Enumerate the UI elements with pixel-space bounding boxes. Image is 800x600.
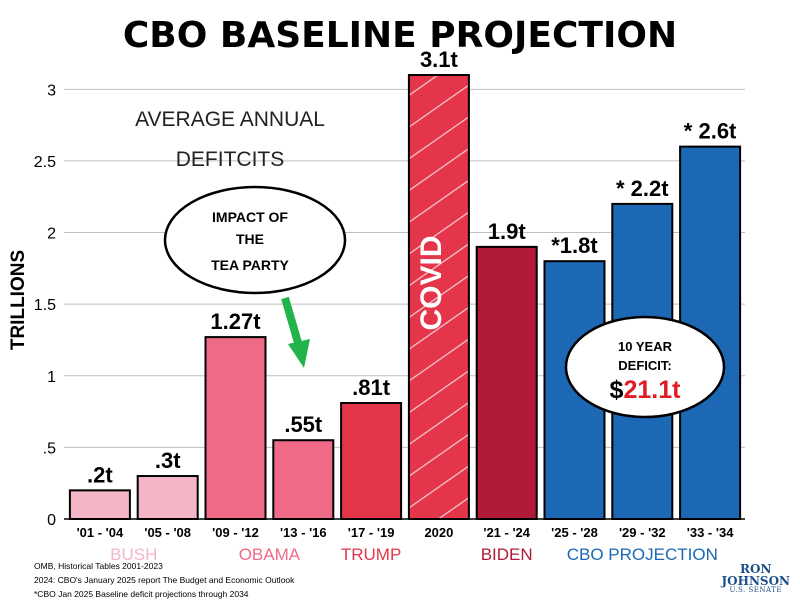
source-line-1: OMB, Historical Tables 2001-2023: [34, 561, 163, 571]
data-label: * 2.6t: [684, 119, 737, 144]
green-arrow-icon: [281, 296, 310, 368]
tea-party-line1: IMPACT OF: [212, 209, 288, 225]
group-label-biden: BIDEN: [481, 545, 533, 564]
avg-deficits-label: DEFITCITS: [176, 148, 285, 171]
data-label: .2t: [87, 462, 113, 487]
data-label: * 2.2t: [616, 176, 669, 201]
x-axis-ticks: '01 - '04 '05 - '08 '09 - '12 '13 - '16 '17 …: [77, 525, 735, 540]
bar: [407, 74, 470, 520]
data-label: .81t: [352, 375, 391, 400]
x-tick-label: '33 - '34: [687, 525, 734, 540]
y-tick-label: 2.5: [34, 154, 56, 171]
deficit-line1: 10 YEAR: [618, 339, 673, 354]
chart-title: CBO BASELINE PROJECTION: [123, 15, 677, 56]
y-tick-label: 3: [47, 82, 56, 99]
data-label: .55t: [284, 412, 323, 437]
y-tick-label: 1: [47, 369, 56, 386]
avg-annual-label: AVERAGE ANNUAL: [135, 108, 325, 131]
bar: [340, 401, 403, 520]
bar: [68, 489, 131, 520]
data-label: .3t: [155, 448, 181, 473]
x-tick-label: 2020: [424, 525, 453, 540]
tea-party-line3: TEA PARTY: [211, 257, 289, 273]
x-tick-label: '01 - '04: [77, 525, 124, 540]
data-label: *1.8t: [551, 233, 598, 258]
ten-year-deficit-bubble: [564, 315, 726, 419]
data-labels: .2t .3t 1.27t .55t .81t 3.1t 1.9t *1.8t * 2.2t * …: [87, 47, 737, 487]
ron-johnson-logo: RON JOHNSON U.S. SENATE: [721, 562, 790, 594]
group-label-bush: BUSH: [110, 545, 157, 564]
y-tick-label: 2: [47, 226, 56, 243]
x-tick-label: '21 - '24: [483, 525, 530, 540]
tea-party-bubble: [163, 185, 347, 295]
bar: [204, 336, 267, 521]
group-label-obama: OBAMA: [239, 545, 301, 564]
bar: [272, 439, 335, 520]
data-label: 3.1t: [420, 47, 459, 72]
group-label-cbo: CBO PROJECTION: [567, 545, 718, 564]
president-groups: BUSH OBAMA TRUMP BIDEN CBO PROJECTION: [110, 545, 718, 564]
source-line-2: 2024: CBO's January 2025 report The Budg…: [34, 575, 295, 585]
y-tick-label: 0: [47, 512, 56, 529]
data-label: 1.9t: [488, 219, 527, 244]
x-tick-label: '29 - '32: [619, 525, 666, 540]
y-axis-label: TRILLIONS: [8, 250, 29, 350]
x-tick-label: '17 - '19: [348, 525, 395, 540]
x-tick-label: '09 - '12: [212, 525, 259, 540]
x-tick-label: '25 - '28: [551, 525, 598, 540]
deficit-line2: DEFICIT:: [618, 358, 671, 373]
x-tick-label: '13 - '16: [280, 525, 327, 540]
data-label: 1.27t: [210, 309, 261, 334]
bar: [136, 475, 199, 520]
y-tick-label: .5: [43, 440, 56, 457]
group-label-trump: TRUMP: [341, 545, 401, 564]
bar: [475, 245, 538, 520]
x-tick-label: '05 - '08: [144, 525, 191, 540]
source-line-3: *CBO Jan 2025 Baseline deficit projectio…: [34, 589, 249, 599]
y-tick-label: 1.5: [34, 297, 56, 314]
covid-label: COVID: [415, 235, 448, 330]
y-axis-ticks: 0 .5 1 1.5 2 2.5 3: [34, 82, 56, 529]
deficit-amount: $21.1t: [610, 376, 682, 404]
tea-party-line2: THE: [236, 231, 264, 247]
